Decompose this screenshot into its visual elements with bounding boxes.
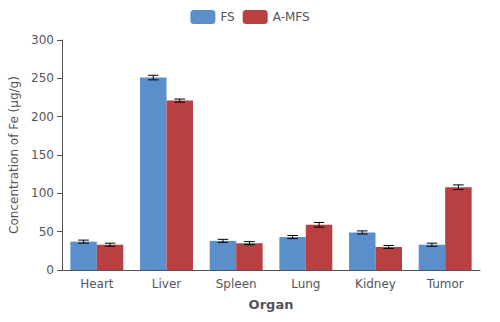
svg-text:200: 200 bbox=[31, 110, 54, 124]
svg-text:Heart: Heart bbox=[80, 277, 114, 291]
svg-text:Concentration of Fe (μg/g): Concentration of Fe (μg/g) bbox=[7, 76, 21, 234]
svg-text:Spleen: Spleen bbox=[216, 277, 257, 291]
svg-text:300: 300 bbox=[31, 33, 54, 47]
svg-text:Kidney: Kidney bbox=[355, 277, 396, 291]
svg-text:250: 250 bbox=[31, 71, 54, 85]
svg-text:50: 50 bbox=[39, 225, 54, 239]
svg-text:FS: FS bbox=[220, 10, 234, 24]
svg-text:Liver: Liver bbox=[152, 277, 182, 291]
svg-text:Organ: Organ bbox=[249, 297, 294, 312]
svg-text:0: 0 bbox=[46, 263, 54, 277]
svg-text:150: 150 bbox=[31, 148, 54, 162]
svg-text:100: 100 bbox=[31, 186, 54, 200]
svg-text:A-MFS: A-MFS bbox=[273, 10, 310, 24]
svg-text:Lung: Lung bbox=[291, 277, 320, 291]
svg-text:Tumor: Tumor bbox=[426, 277, 464, 291]
